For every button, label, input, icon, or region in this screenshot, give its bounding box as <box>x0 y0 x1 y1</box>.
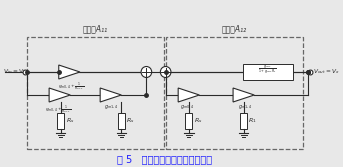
Text: $g_{m0,4}+\frac{1}{R_{O1,4}}$: $g_{m0,4}+\frac{1}{R_{O1,4}}$ <box>45 104 71 116</box>
Text: $R_1$: $R_1$ <box>248 117 257 125</box>
Polygon shape <box>59 65 80 79</box>
Circle shape <box>161 66 171 77</box>
Bar <box>118 113 125 129</box>
Circle shape <box>141 66 152 77</box>
Text: $R_s$: $R_s$ <box>126 117 135 125</box>
Bar <box>243 64 293 80</box>
Bar <box>186 113 192 129</box>
Polygon shape <box>49 88 70 102</box>
Polygon shape <box>178 88 199 102</box>
Text: $g_{m1,4}$: $g_{m1,4}$ <box>238 104 253 111</box>
Text: $g_{m0,4}+\frac{1}{R_{O1,4}}$: $g_{m0,4}+\frac{1}{R_{O1,4}}$ <box>58 81 84 93</box>
Text: $\frac{g_{m12}}{1+g_{m12}R_s}$: $\frac{g_{m12}}{1+g_{m12}R_s}$ <box>258 64 277 76</box>
Text: $V_{out}{=}V_x$: $V_{out}{=}V_x$ <box>313 67 340 76</box>
Bar <box>240 113 247 129</box>
Text: $R_s$: $R_s$ <box>67 117 75 125</box>
Text: $g_{m0,4}$: $g_{m0,4}$ <box>180 104 194 111</box>
Text: $g_{m1,4}$: $g_{m1,4}$ <box>104 104 118 111</box>
Text: 第一级A₁₁: 第一级A₁₁ <box>83 24 108 33</box>
Polygon shape <box>233 88 254 102</box>
Text: 第一级A₁₂: 第一级A₁₂ <box>222 24 247 33</box>
Text: $R_s$: $R_s$ <box>193 117 202 125</box>
Bar <box>57 113 64 129</box>
Text: 图 5   传统电流基准的反馈示意图: 图 5 传统电流基准的反馈示意图 <box>117 154 212 164</box>
Text: $V_{in}{=}V_{07}$: $V_{in}{=}V_{07}$ <box>3 67 29 76</box>
Polygon shape <box>100 88 121 102</box>
